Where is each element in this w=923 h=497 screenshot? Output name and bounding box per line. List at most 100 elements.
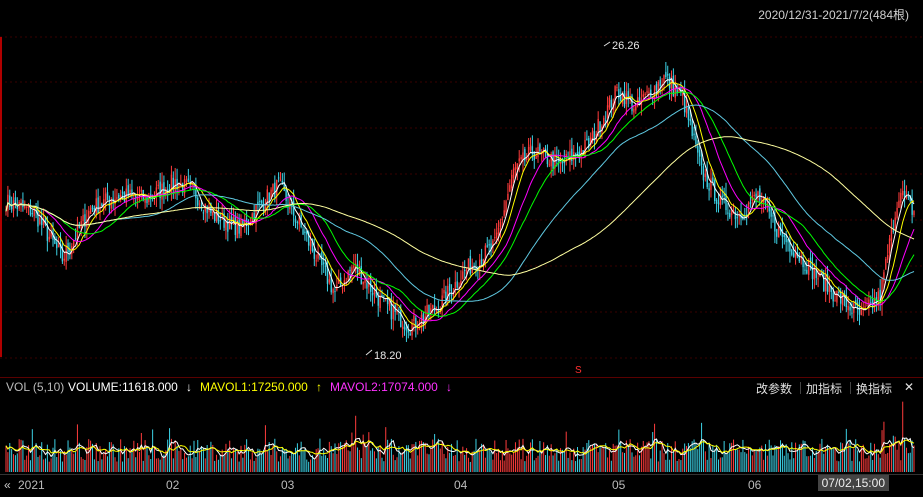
candle-body: [37, 209, 39, 227]
candle-body: [324, 265, 327, 268]
ma-line-20: [5, 86, 915, 322]
candle-body: [469, 255, 472, 274]
candle-body: [430, 308, 432, 312]
candle-body: [856, 302, 859, 310]
volume-bars: [5, 401, 915, 472]
candle-body: [39, 217, 41, 225]
candle-body: [907, 196, 910, 198]
candle-body: [806, 269, 808, 274]
candle-body: [272, 183, 274, 192]
candle-body: [212, 211, 214, 216]
candle-body: [131, 189, 133, 195]
candle-body: [479, 259, 481, 270]
candle-body: [10, 205, 13, 210]
candle-body: [584, 139, 586, 155]
candle-body: [510, 174, 513, 189]
candle-body: [118, 194, 120, 199]
candle-body: [386, 297, 389, 305]
candle-body: [783, 234, 785, 237]
candle-body: [665, 71, 667, 77]
candle-body: [89, 208, 92, 214]
candle-body: [546, 153, 549, 164]
candle-body: [304, 231, 306, 234]
candle-body: [813, 267, 816, 280]
candle-body: [723, 193, 725, 197]
candle-body: [159, 181, 161, 198]
candle-body: [227, 220, 229, 232]
candle-body: [512, 168, 515, 179]
candle-body: [539, 144, 541, 152]
time-axis-month: 05: [612, 478, 626, 492]
candle-body: [330, 276, 332, 293]
candle-body: [902, 191, 904, 196]
candle-body: [373, 289, 376, 294]
candle-body: [518, 158, 520, 162]
time-axis-month: 03: [281, 478, 295, 492]
candle-body: [749, 201, 752, 204]
candle-body: [230, 216, 233, 222]
candle-body: [140, 189, 143, 192]
candle-body: [413, 315, 415, 322]
candle-body: [794, 253, 797, 258]
candle-body: [599, 121, 601, 133]
scroll-left-icon[interactable]: «: [4, 478, 11, 492]
candle-body: [356, 264, 359, 274]
candle-body: [264, 206, 267, 210]
candle-body: [529, 144, 532, 151]
candle-body: [266, 189, 269, 205]
candle-body: [281, 180, 284, 184]
candle-body: [576, 152, 579, 155]
candle-body: [488, 244, 490, 246]
close-icon[interactable]: ✕: [904, 380, 915, 394]
candle-body: [315, 260, 317, 262]
vol-indicator-label[interactable]: VOL (5,10): [6, 380, 65, 394]
candle-body: [610, 99, 613, 108]
candle-body: [603, 117, 605, 127]
candle-body: [251, 213, 253, 226]
candle-body: [364, 279, 366, 283]
candle-body: [165, 189, 167, 194]
candle-body: [802, 258, 804, 268]
signal-marker: S: [575, 365, 582, 376]
candle-body: [653, 85, 656, 100]
candle-body: [631, 95, 633, 112]
candle-body: [792, 252, 795, 257]
candle-body: [855, 300, 857, 305]
low-annotation: 18.20: [365, 349, 402, 362]
date-range-label: 2020/12/31-2021/7/2(484根): [758, 8, 909, 22]
candle-body: [172, 177, 175, 188]
candle-body: [729, 213, 731, 218]
candle-body: [292, 200, 295, 216]
candle-body: [213, 213, 216, 222]
candle-body: [146, 196, 148, 204]
candle-body: [191, 183, 193, 186]
candle-body: [291, 202, 293, 204]
candle-body: [157, 184, 159, 186]
candle-body: [589, 137, 592, 146]
candle-body: [616, 87, 618, 89]
candle-body: [608, 97, 611, 108]
candle-body: [448, 284, 451, 292]
candle-body: [505, 201, 507, 213]
candle-body: [136, 197, 139, 201]
candle-body: [888, 238, 891, 254]
candle-body: [93, 208, 96, 213]
candle-body: [548, 164, 550, 166]
candle-body: [242, 219, 244, 226]
candle-body: [245, 218, 248, 227]
candle-body: [507, 193, 509, 200]
candle-body: [531, 146, 534, 155]
candle-body: [351, 267, 353, 274]
candle-body: [379, 295, 381, 309]
candle-body: [514, 167, 517, 170]
candle-body: [178, 184, 180, 187]
cursor-time-label: 07/02,15:00: [817, 475, 889, 491]
edit-params-button[interactable]: 改参数: [756, 382, 793, 396]
add-indicator-button[interactable]: 加指标: [806, 382, 843, 396]
candle-body: [909, 195, 911, 202]
low-price-label: 18.20: [374, 350, 402, 362]
switch-indicator-button[interactable]: 换指标: [856, 382, 893, 396]
candle-body: [691, 120, 693, 136]
candle-body: [753, 194, 755, 196]
